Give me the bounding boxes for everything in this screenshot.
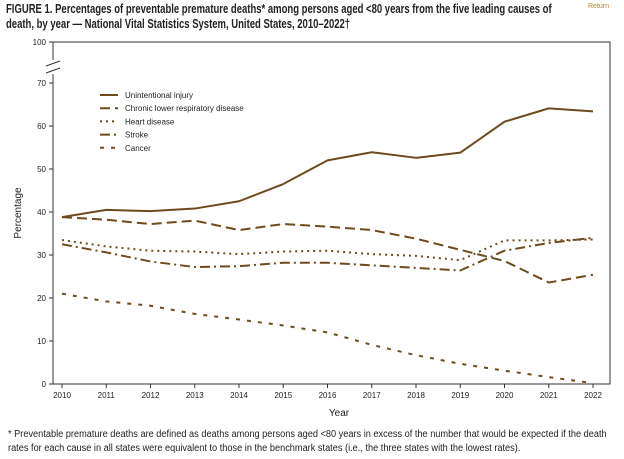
y-tick-label: 10 (37, 337, 46, 346)
x-tick-label: 2010 (53, 391, 71, 400)
footnote: * Preventable premature deaths are defin… (8, 429, 607, 454)
y-tick-label: 100 (33, 38, 47, 47)
x-tick-label: 2015 (274, 391, 292, 400)
x-tick-label: 2012 (142, 391, 160, 400)
legend: Unintentional injury Chronic lower respir… (100, 91, 244, 153)
y-tick-label: 50 (37, 165, 46, 174)
x-tick-label: 2011 (98, 391, 116, 400)
x-tick-label: 2013 (186, 391, 204, 400)
x-axis-label: Year (329, 408, 350, 419)
return-link[interactable]: Return (588, 3, 610, 10)
legend-label: Chronic lower respiratory disease (125, 104, 244, 113)
series-line-cancer (61, 292, 594, 385)
axis-break-gap (49, 60, 57, 74)
plot-frame (52, 41, 611, 385)
legend-label: Cancer (125, 144, 151, 153)
axis-break-mark (45, 60, 61, 67)
chart-title: FIGURE 1. Percentages of preventable pre… (6, 2, 552, 31)
y-tick-label: 70 (37, 79, 46, 88)
y-tick-label: 20 (37, 294, 46, 303)
axes: 0 10 20 30 40 50 60 70 100 2010 2011 2012 2013 2014 20… (33, 38, 611, 400)
y-tick-label: 0 (42, 380, 47, 389)
series-line-heart-disease (61, 238, 594, 262)
legend-label: Heart disease (125, 117, 175, 126)
x-tick-label: 2021 (540, 391, 558, 400)
x-tick-label: 2019 (451, 391, 469, 400)
x-tick-label: 2018 (407, 391, 425, 400)
y-tick-label: 60 (37, 122, 46, 131)
x-tick-label: 2016 (319, 391, 337, 400)
legend-label: Stroke (125, 131, 149, 140)
series-lines (61, 107, 594, 385)
y-tick-label: 40 (37, 208, 46, 217)
y-axis-label: Percentage (13, 187, 24, 239)
series-line-chronic-lower-respiratory-disease (61, 216, 594, 284)
axis-break-mark (45, 67, 61, 74)
x-tick-label: 2020 (496, 391, 514, 400)
x-tick-label: 2022 (584, 391, 602, 400)
legend-label: Unintentional injury (125, 91, 193, 100)
x-tick-label: 2014 (230, 391, 248, 400)
y-tick-label: 30 (37, 251, 46, 260)
x-tick-label: 2017 (363, 391, 381, 400)
